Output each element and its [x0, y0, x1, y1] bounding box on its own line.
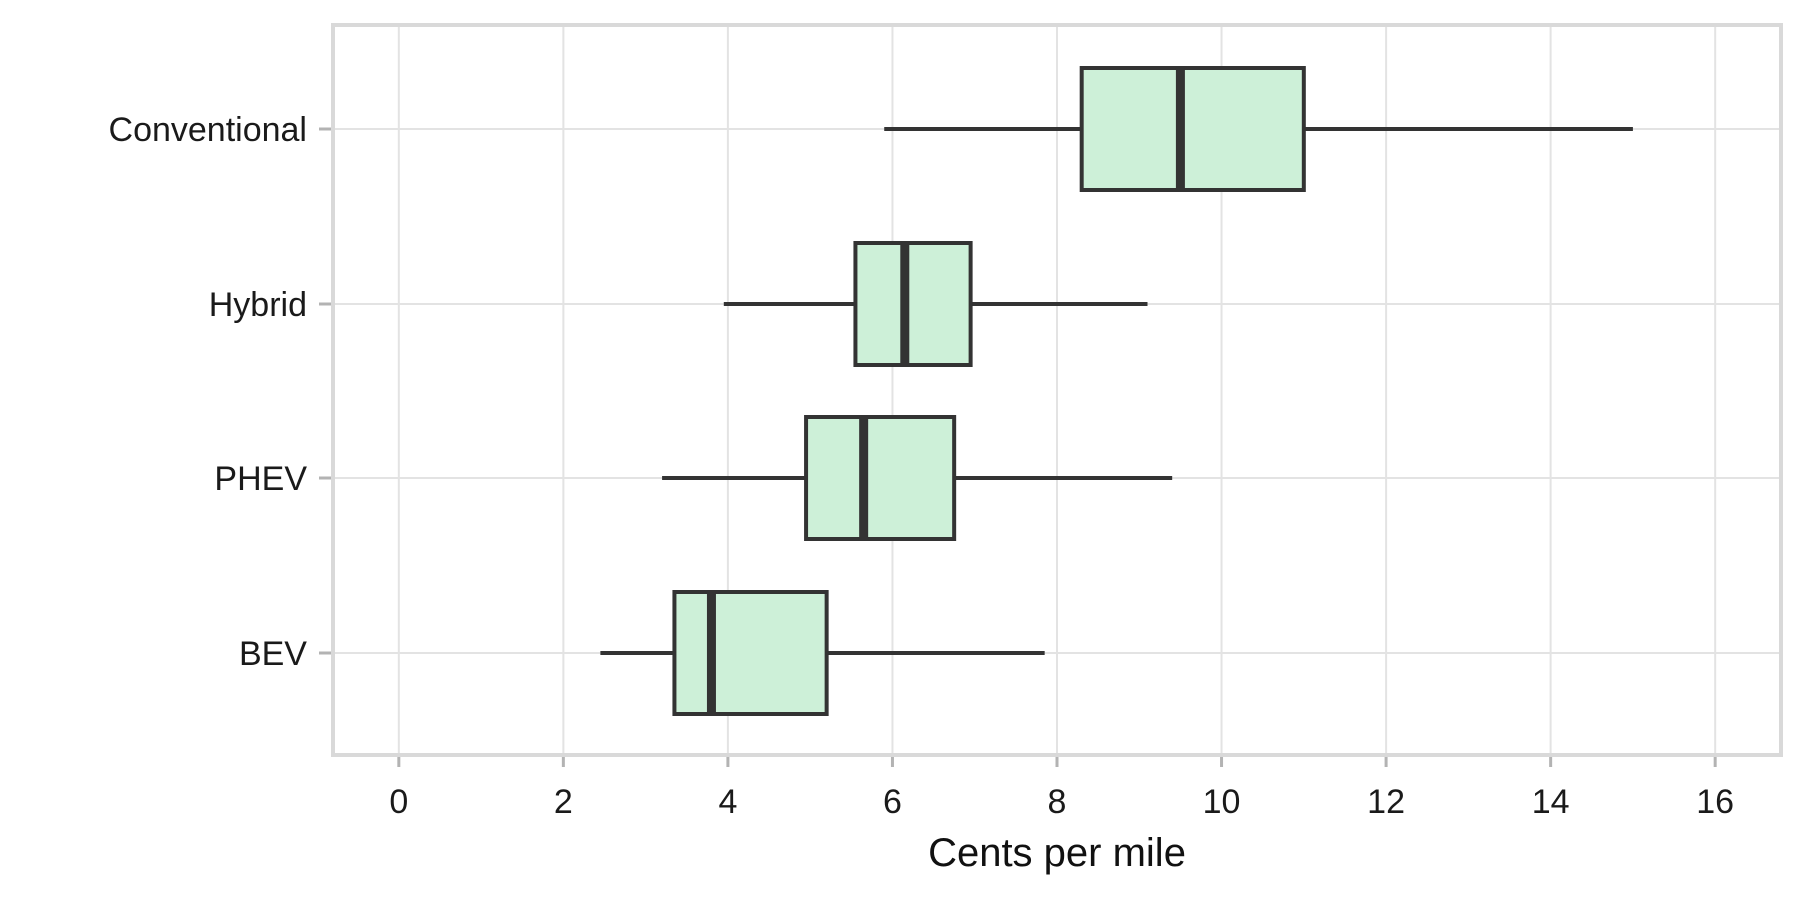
x-axis-title: Cents per mile	[928, 831, 1186, 875]
box-group	[662, 415, 1173, 541]
box-group	[884, 66, 1633, 192]
x-tick-label: 12	[1367, 783, 1405, 821]
x-tick-label: 8	[1048, 783, 1067, 821]
x-tick-label: 14	[1532, 783, 1570, 821]
box-series	[600, 66, 1633, 716]
y-category-label: BEV	[239, 635, 307, 673]
box-iqr	[804, 415, 957, 541]
x-tick-label: 16	[1696, 783, 1734, 821]
y-category-label: PHEV	[214, 460, 307, 498]
x-tick-label: 2	[554, 783, 573, 821]
plot-panel-border	[331, 23, 1783, 757]
x-tick-label: 10	[1203, 783, 1241, 821]
y-category-label: Conventional	[109, 111, 307, 149]
x-tick-label: 0	[389, 783, 408, 821]
box-group	[600, 590, 1045, 716]
y-category-label: Hybrid	[209, 286, 307, 324]
axes: 0 2 4 6 8 10 12 14 16 Conventional Hybrid PHEV BEV	[109, 111, 1735, 821]
x-tick-label: 4	[718, 783, 737, 821]
box-iqr	[853, 241, 973, 367]
x-tick-label: 6	[883, 783, 902, 821]
box-iqr	[672, 590, 829, 716]
box-group	[723, 241, 1148, 367]
grid-lines	[333, 25, 1781, 755]
box-iqr	[1079, 66, 1306, 192]
